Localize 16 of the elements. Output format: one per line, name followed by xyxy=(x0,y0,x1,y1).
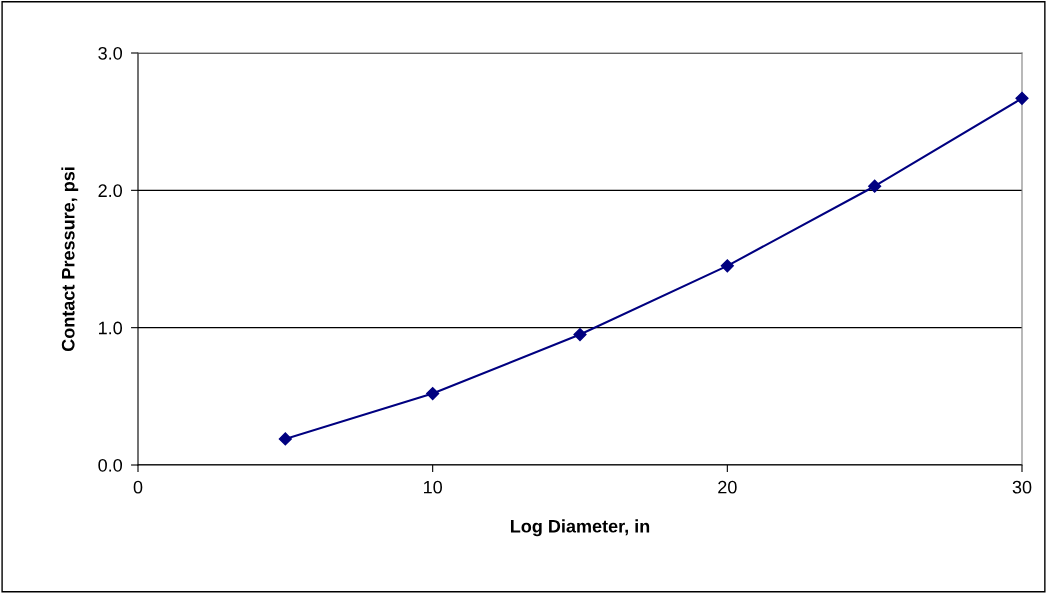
y-axis-title: Contact Pressure, psi xyxy=(61,167,79,352)
point xyxy=(720,259,734,273)
y-tick-label: 0.0 xyxy=(98,458,123,472)
y-tick-label: 2.0 xyxy=(98,184,123,198)
x-tick-label: 30 xyxy=(1012,480,1032,494)
x-tick-label: 20 xyxy=(718,480,737,494)
point xyxy=(868,179,882,193)
x-tick-label: 0 xyxy=(133,480,143,494)
x-axis-title: Log Diameter, in xyxy=(510,519,650,537)
y-tick-label: 1.0 xyxy=(99,321,123,335)
x-tick-label: 10 xyxy=(424,480,442,494)
point xyxy=(278,432,292,446)
point xyxy=(573,327,587,342)
y-tick-label: 3.0 xyxy=(98,46,123,60)
point xyxy=(1015,91,1029,105)
point xyxy=(426,386,440,401)
